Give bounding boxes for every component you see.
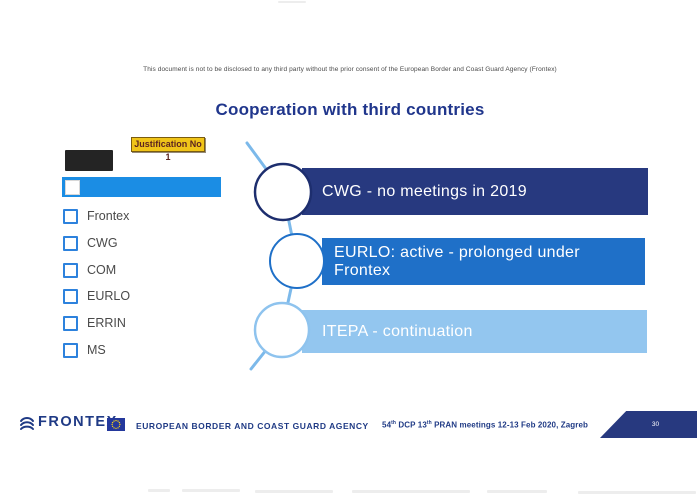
checklist-item-label: EURLO [87,289,131,303]
checklist-item-label: CWG [87,236,118,250]
page-number: 30 [651,421,660,428]
checklist-item-label: Frontex [87,209,130,223]
checklist-item[interactable]: EURLO [63,288,131,304]
connector-line [245,141,299,371]
scan-artifact [352,490,470,493]
checklist-item-label: MS [87,343,106,357]
meeting-caption-part: DCP 13 [396,420,427,430]
banner-cwg-text: CWG - no meetings in 2019 [322,182,527,200]
agency-name: EUROPEAN BORDER AND COAST GUARD AGENCY [136,421,369,431]
scan-artifact [578,491,696,494]
banner-eurlo-text: EURLO: active - prolonged under Frontex [334,243,580,279]
checkbox[interactable] [63,235,78,251]
checklist-item[interactable]: CWG [63,235,118,251]
scan-artifact [182,489,240,492]
checklist-item[interactable]: COM [63,262,117,278]
highlighted-list-item[interactable] [62,177,221,197]
page-title: Cooperation with third countries [215,100,485,119]
scan-artifact [487,490,547,493]
disclaimer-text: This document is not to be disclosed to … [143,66,557,73]
checkbox[interactable] [63,262,78,278]
checklist-item-label: ERRIN [87,316,126,330]
page-number-ribbon: 30 [600,411,697,438]
checklist-item[interactable]: ERRIN [63,315,126,331]
checklist-item-label: COM [87,263,117,277]
scan-artifact [148,489,170,492]
banner-itepa: ITEPA - continuation [302,310,647,353]
meeting-caption-sup: th [426,420,432,426]
scan-artifact [255,490,333,493]
banner-cwg: CWG - no meetings in 2019 [302,168,648,215]
checkbox[interactable] [63,342,78,358]
frontex-wordmark: FRONTEX [38,414,118,430]
scan-artifact [278,1,306,3]
meeting-caption-sup: th [391,420,397,426]
eu-flag-icon [107,418,125,431]
frontex-wave-icon [20,417,34,430]
checklist-item[interactable]: Frontex [63,208,130,224]
redaction-box [65,150,113,171]
checkbox[interactable] [63,208,78,224]
checkbox[interactable] [63,288,78,304]
justification-label: Justification No 1 [131,137,205,162]
banner-eurlo: EURLO: active - prolonged under Frontex [322,238,645,285]
checklist-item[interactable]: MS [63,342,106,358]
banner-itepa-text: ITEPA - continuation [322,322,473,340]
meeting-caption: 54th DCP 13th PRAN meetings 12-13 Feb 20… [382,420,588,430]
checkbox[interactable] [63,315,78,331]
banner-itepa-circle [253,301,311,359]
meeting-caption-part: 54 [382,420,392,430]
banner-eurlo-circle [269,233,325,289]
checkbox[interactable] [65,180,80,195]
meeting-caption-part: PRAN meetings 12-13 Feb 2020, Zagreb [431,420,588,430]
